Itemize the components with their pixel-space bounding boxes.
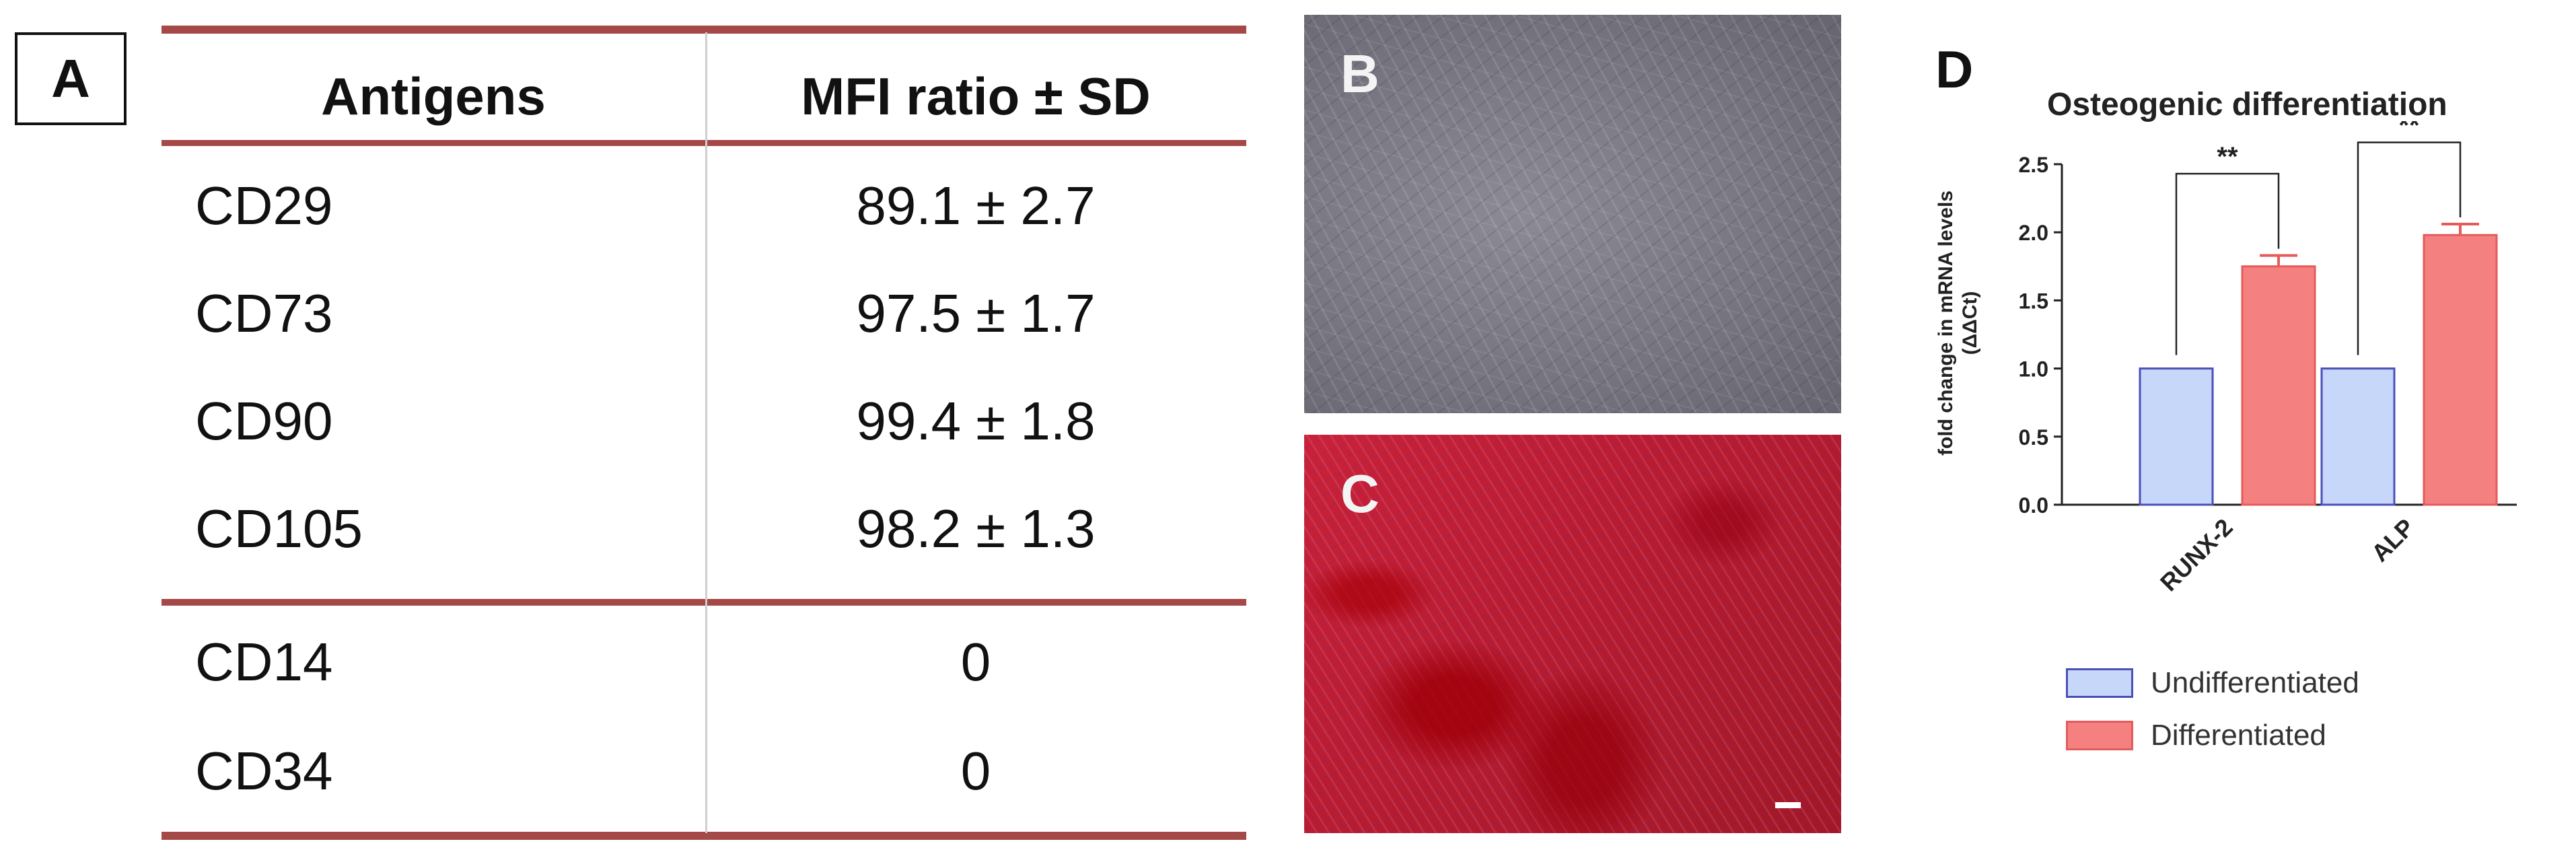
mfi-cell: 98.2 ± 1.3 [856, 499, 1096, 559]
antigen-cell: CD29 [195, 176, 333, 236]
bar [2139, 367, 2214, 506]
significance-bracket [2175, 172, 2280, 355]
mfi-cell: 0 [960, 741, 991, 801]
panel-a-label: A [15, 32, 127, 125]
scale-bar [1775, 802, 1801, 808]
significance-bracket [2357, 141, 2462, 355]
y-tick-label: 0.0 [2019, 493, 2048, 518]
legend-swatch-undifferentiated [2066, 668, 2133, 698]
column-header-antigens: Antigens [321, 67, 546, 126]
bar [2423, 234, 2498, 506]
antigen-table: Antigens MFI ratio ± SD CD29 89.1 ± 2.7 … [162, 26, 1246, 840]
legend-item-undifferentiated: Undifferentiated [2066, 666, 2359, 700]
antigen-cell: CD34 [195, 741, 333, 801]
table-bottom-rule [162, 832, 1246, 840]
y-tick-label: 1.0 [2019, 357, 2048, 382]
y-tick-label: 2.5 [2019, 153, 2048, 177]
mfi-cell: 99.4 ± 1.8 [856, 391, 1096, 451]
x-tick-label: ALP [2366, 513, 2420, 567]
micrograph-b: B [1304, 15, 1841, 413]
table-group-rule [162, 599, 1246, 606]
bar [2241, 265, 2316, 506]
legend-label-undifferentiated: Undifferentiated [2151, 666, 2359, 699]
micrograph-c: C [1304, 435, 1841, 833]
panel-b-label: B [1340, 44, 1380, 104]
table-header-rule [162, 140, 1246, 146]
column-header-mfi: MFI ratio ± SD [801, 67, 1151, 126]
table-column-divider [705, 32, 707, 833]
legend-item-differentiated: Differentiated [2066, 719, 2326, 752]
antigen-cell: CD90 [195, 391, 333, 451]
bar [2320, 367, 2396, 506]
x-tick-label: RUNX-2 [2155, 513, 2238, 597]
table-top-rule [162, 26, 1246, 34]
y-tick-label: 1.5 [2019, 289, 2048, 313]
panel-d-label: D [1935, 40, 1974, 99]
legend-swatch-differentiated [2066, 721, 2133, 750]
antigen-cell: CD73 [195, 283, 333, 343]
antigen-cell: CD14 [195, 632, 333, 692]
antigen-cell: CD105 [195, 499, 363, 559]
significance-label: ** [2398, 121, 2420, 141]
y-tick-label: 0.5 [2019, 425, 2048, 450]
chart-title: Osteogenic differentiation [2047, 87, 2447, 122]
panel-c-label: C [1340, 464, 1380, 524]
legend-label-differentiated: Differentiated [2151, 719, 2326, 752]
significance-label: ** [2217, 142, 2238, 172]
osteogenic-bar-chart: 0.0 0.5 1.0 1.5 2.0 2.5 ** RUNX-2 ** ALP [2019, 121, 2517, 597]
mfi-cell: 0 [960, 632, 991, 692]
mfi-cell: 97.5 ± 1.7 [856, 283, 1096, 343]
y-tick-label: 2.0 [2019, 221, 2048, 245]
mfi-cell: 89.1 ± 2.7 [856, 176, 1096, 236]
